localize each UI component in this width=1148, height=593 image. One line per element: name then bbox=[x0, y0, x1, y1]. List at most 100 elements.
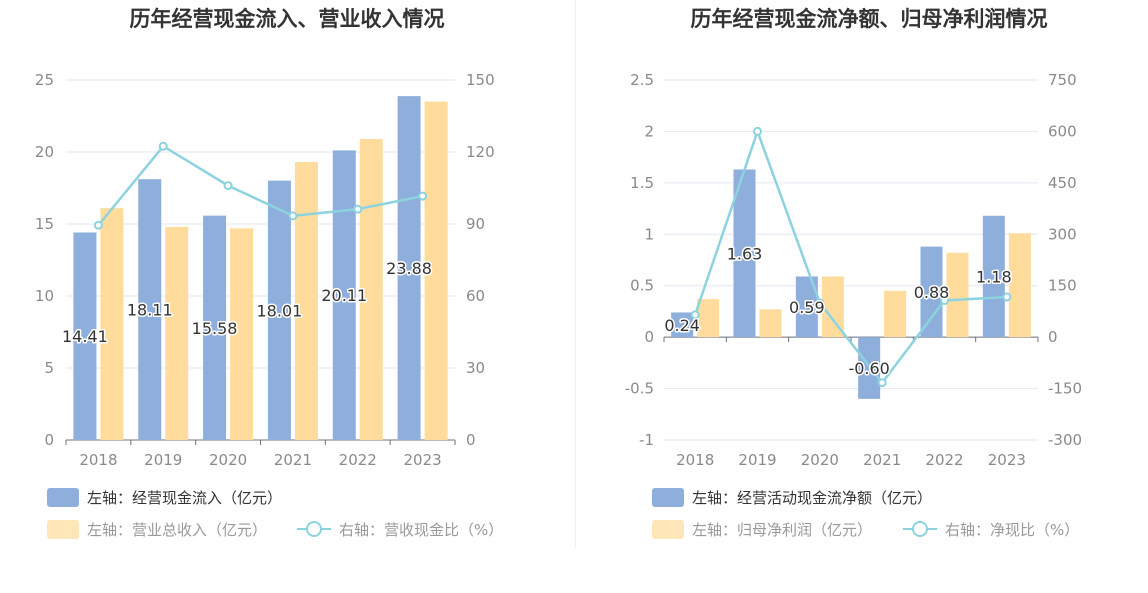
bar-value-label: 18.01 bbox=[257, 301, 303, 320]
bar-secondary bbox=[946, 252, 969, 338]
y-right-tick-label: 120 bbox=[466, 143, 495, 161]
bar-value-label: 0.88 bbox=[914, 283, 950, 302]
bar-secondary bbox=[424, 101, 448, 440]
bar-value-label: -0.60 bbox=[848, 359, 889, 378]
y-left-tick-label: 1 bbox=[644, 225, 654, 243]
ratio-point bbox=[815, 298, 825, 308]
y-left-tick-label: 25 bbox=[35, 71, 54, 89]
x-tick-label: 2021 bbox=[863, 451, 901, 469]
chart-cash-inflow-revenue: 历年经营现金流入、营业收入情况 0 5 10 15 20 25 0 30 60 90 120 150 2… bbox=[35, 7, 503, 539]
y-left-tick-label: -1 bbox=[639, 431, 654, 449]
ratio-point bbox=[93, 220, 103, 230]
bar-secondary bbox=[100, 208, 124, 440]
chart-title: 历年经营现金流净额、归母净利润情况 bbox=[691, 7, 1048, 31]
y-right-tick-label: -150 bbox=[1048, 380, 1082, 398]
panel-divider bbox=[575, 0, 576, 548]
bar-primary bbox=[733, 169, 756, 338]
y-left-tick-label: 0 bbox=[44, 431, 54, 449]
y-right-tick-label: 600 bbox=[1048, 122, 1077, 140]
bar-primary bbox=[920, 246, 943, 338]
bar-secondary bbox=[165, 226, 189, 440]
ratio-line bbox=[693, 127, 1007, 385]
x-tick-label: 2019 bbox=[738, 451, 776, 469]
bar-primary bbox=[795, 276, 818, 338]
chart-net-cash-profit: 历年经营现金流净额、归母净利润情况 -1 -0.5 0 0.5 1 1.5 2 2.5 -300… bbox=[625, 7, 1082, 539]
bar-secondary bbox=[759, 309, 782, 338]
legend-line-marker bbox=[306, 521, 322, 537]
y-left-tick-label: 20 bbox=[35, 143, 54, 161]
y-right-tick-label: 90 bbox=[466, 215, 485, 233]
legend-label: 左轴：营业总收入（亿元） bbox=[87, 521, 267, 539]
chart-panel-cash-inflow: 历年经营现金流入、营业收入情况 0 5 10 15 20 25 0 30 60 90 120 150 2… bbox=[0, 0, 574, 589]
ratio-point bbox=[1002, 292, 1012, 302]
x-tick-label: 2023 bbox=[403, 451, 441, 469]
y-left-tick-label: 2 bbox=[644, 122, 654, 140]
bar-primary bbox=[671, 312, 694, 338]
bar-value-label: 0.24 bbox=[664, 316, 700, 335]
bar-primary bbox=[267, 180, 291, 440]
bar-primary bbox=[138, 179, 162, 440]
y-right-tick-label: 750 bbox=[1048, 71, 1077, 89]
bar-secondary bbox=[884, 290, 907, 338]
legend-label: 左轴：经营活动现金流净额（亿元） bbox=[692, 489, 932, 507]
x-tick-label: 2021 bbox=[274, 451, 312, 469]
ratio-point bbox=[353, 204, 363, 214]
bar-value-label: 1.18 bbox=[976, 267, 1012, 286]
x-tick-label: 2022 bbox=[925, 451, 963, 469]
bar-value-label: 1.63 bbox=[727, 244, 763, 263]
x-tick-label: 2018 bbox=[676, 451, 714, 469]
y-right-tick-label: 450 bbox=[1048, 174, 1077, 192]
ratio-point bbox=[288, 211, 298, 221]
ratio-point bbox=[690, 310, 700, 320]
bar-primary bbox=[332, 150, 356, 440]
legend-bar-swatch bbox=[652, 520, 684, 539]
y-left-tick-label: 0 bbox=[644, 328, 654, 346]
bar-primary bbox=[982, 215, 1005, 338]
x-tick-label: 2019 bbox=[144, 451, 182, 469]
legend-label: 右轴：净现比（%） bbox=[945, 521, 1079, 539]
bar-secondary bbox=[230, 228, 254, 440]
bar-secondary bbox=[1008, 233, 1031, 338]
y-right-tick-label: 30 bbox=[466, 359, 485, 377]
bar-primary bbox=[203, 215, 227, 440]
y-right-tick-label: 60 bbox=[466, 287, 485, 305]
legend-label: 左轴：经营现金流入（亿元） bbox=[87, 489, 282, 507]
bar-value-label: 20.11 bbox=[321, 286, 367, 305]
bar-primary bbox=[397, 96, 421, 441]
bar-value-label: 23.88 bbox=[386, 259, 432, 278]
legend-line-marker bbox=[912, 521, 928, 537]
bar-secondary bbox=[359, 139, 383, 441]
bar-secondary bbox=[821, 276, 844, 338]
bar-value-label: 18.11 bbox=[127, 301, 173, 320]
y-left-tick-label: -0.5 bbox=[625, 380, 654, 398]
legend-label: 左轴：归母净利润（亿元） bbox=[692, 521, 872, 539]
bar-value-label: 0.59 bbox=[789, 298, 825, 317]
y-right-tick-label: 0 bbox=[466, 431, 476, 449]
y-right-tick-label: 0 bbox=[1048, 328, 1058, 346]
legend-bar-swatch bbox=[47, 520, 79, 539]
y-left-tick-label: 10 bbox=[35, 287, 54, 305]
bar-secondary bbox=[294, 162, 318, 440]
x-tick-label: 2023 bbox=[988, 451, 1026, 469]
ratio-point bbox=[940, 295, 949, 305]
bar-value-label: 14.41 bbox=[62, 327, 108, 346]
x-tick-label: 2022 bbox=[339, 451, 377, 469]
y-left-tick-label: 15 bbox=[35, 215, 54, 233]
y-right-tick-label: 150 bbox=[466, 71, 495, 89]
legend-bar-swatch bbox=[652, 488, 684, 507]
y-right-tick-label: 150 bbox=[1048, 277, 1077, 295]
x-tick-label: 2020 bbox=[801, 451, 839, 469]
bar-primary bbox=[73, 232, 97, 440]
y-left-tick-label: 5 bbox=[44, 359, 54, 377]
y-right-tick-label: -300 bbox=[1048, 431, 1082, 449]
x-tick-label: 2018 bbox=[79, 451, 117, 469]
ratio-point bbox=[877, 378, 887, 388]
chart-panel-net-cash: 历年经营现金流净额、归母净利润情况 -1 -0.5 0 0.5 1 1.5 2 2.5 -300… bbox=[574, 0, 1148, 589]
ratio-point bbox=[418, 191, 428, 201]
bar-value-label: 15.58 bbox=[192, 319, 238, 338]
y-left-tick-label: 0.5 bbox=[630, 277, 654, 295]
x-tick-label: 2020 bbox=[209, 451, 247, 469]
y-left-tick-label: 1.5 bbox=[630, 174, 654, 192]
y-right-tick-label: 300 bbox=[1048, 225, 1077, 243]
ratio-point bbox=[223, 181, 233, 191]
